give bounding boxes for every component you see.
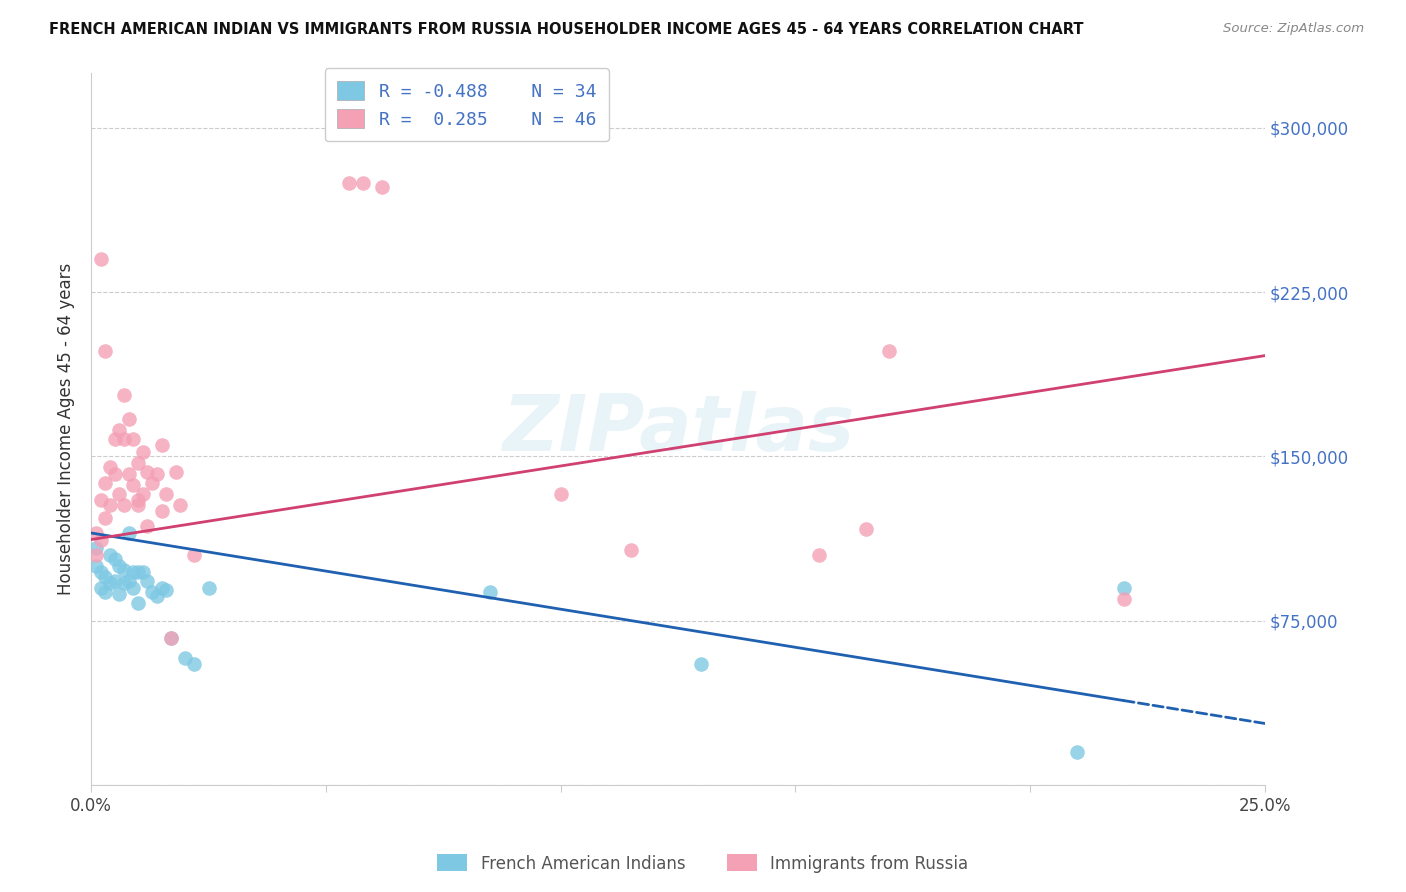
Point xyxy=(84,558,107,573)
Point xyxy=(122,581,145,595)
Point xyxy=(160,631,183,645)
Point xyxy=(150,504,173,518)
Point xyxy=(122,478,145,492)
Point xyxy=(122,432,145,446)
Point xyxy=(877,344,900,359)
Point xyxy=(146,590,169,604)
Point xyxy=(146,467,169,481)
Point xyxy=(136,574,159,589)
Point xyxy=(90,566,112,580)
Point xyxy=(132,486,155,500)
Point xyxy=(1066,745,1088,759)
Point xyxy=(84,541,107,556)
Point xyxy=(94,344,117,359)
Point xyxy=(155,582,177,597)
Point xyxy=(112,563,135,577)
Y-axis label: Householder Income Ages 45 - 64 years: Householder Income Ages 45 - 64 years xyxy=(58,263,75,595)
Point xyxy=(371,180,394,194)
Text: Source: ZipAtlas.com: Source: ZipAtlas.com xyxy=(1223,22,1364,36)
Point xyxy=(118,467,141,481)
Point xyxy=(160,631,183,645)
Point xyxy=(118,526,141,541)
Point xyxy=(98,548,121,562)
Point xyxy=(84,526,107,541)
Point xyxy=(169,498,191,512)
Point xyxy=(807,548,830,562)
Text: FRENCH AMERICAN INDIAN VS IMMIGRANTS FROM RUSSIA HOUSEHOLDER INCOME AGES 45 - 64: FRENCH AMERICAN INDIAN VS IMMIGRANTS FRO… xyxy=(49,22,1084,37)
Point xyxy=(90,581,112,595)
Point xyxy=(84,548,107,562)
Point xyxy=(94,510,117,524)
Point xyxy=(90,252,112,267)
Point xyxy=(690,657,713,672)
Point xyxy=(112,498,135,512)
Point xyxy=(127,596,149,610)
Point xyxy=(620,543,643,558)
Point xyxy=(165,465,187,479)
Legend: French American Indians, Immigrants from Russia: French American Indians, Immigrants from… xyxy=(430,847,976,880)
Point xyxy=(94,585,117,599)
Point xyxy=(183,657,205,672)
Point xyxy=(127,456,149,470)
Point xyxy=(127,498,149,512)
Point xyxy=(112,388,135,402)
Point xyxy=(141,475,163,490)
Point xyxy=(183,548,205,562)
Point xyxy=(136,465,159,479)
Point xyxy=(127,566,149,580)
Point xyxy=(479,585,502,599)
Point xyxy=(104,574,127,589)
Point xyxy=(98,460,121,475)
Point xyxy=(90,533,112,547)
Point xyxy=(1112,591,1135,606)
Point xyxy=(118,574,141,589)
Point xyxy=(112,576,135,591)
Point xyxy=(141,585,163,599)
Point xyxy=(127,493,149,508)
Point xyxy=(136,519,159,533)
Point xyxy=(90,493,112,508)
Point xyxy=(94,475,117,490)
Point xyxy=(855,522,877,536)
Point xyxy=(108,423,131,437)
Point xyxy=(150,581,173,595)
Point xyxy=(108,558,131,573)
Point xyxy=(104,467,127,481)
Point xyxy=(155,486,177,500)
Point xyxy=(94,570,117,584)
Legend: R = -0.488    N = 34, R =  0.285    N = 46: R = -0.488 N = 34, R = 0.285 N = 46 xyxy=(325,68,609,141)
Point xyxy=(174,650,197,665)
Point xyxy=(98,498,121,512)
Point xyxy=(132,445,155,459)
Point xyxy=(112,432,135,446)
Point xyxy=(197,581,219,595)
Point xyxy=(104,432,127,446)
Point xyxy=(1112,581,1135,595)
Point xyxy=(150,438,173,452)
Point xyxy=(98,576,121,591)
Point xyxy=(132,566,155,580)
Text: ZIPatlas: ZIPatlas xyxy=(502,391,853,467)
Point xyxy=(337,176,360,190)
Point xyxy=(108,486,131,500)
Point xyxy=(104,552,127,566)
Point xyxy=(122,566,145,580)
Point xyxy=(550,486,572,500)
Point xyxy=(108,587,131,601)
Point xyxy=(118,412,141,426)
Point xyxy=(352,176,374,190)
